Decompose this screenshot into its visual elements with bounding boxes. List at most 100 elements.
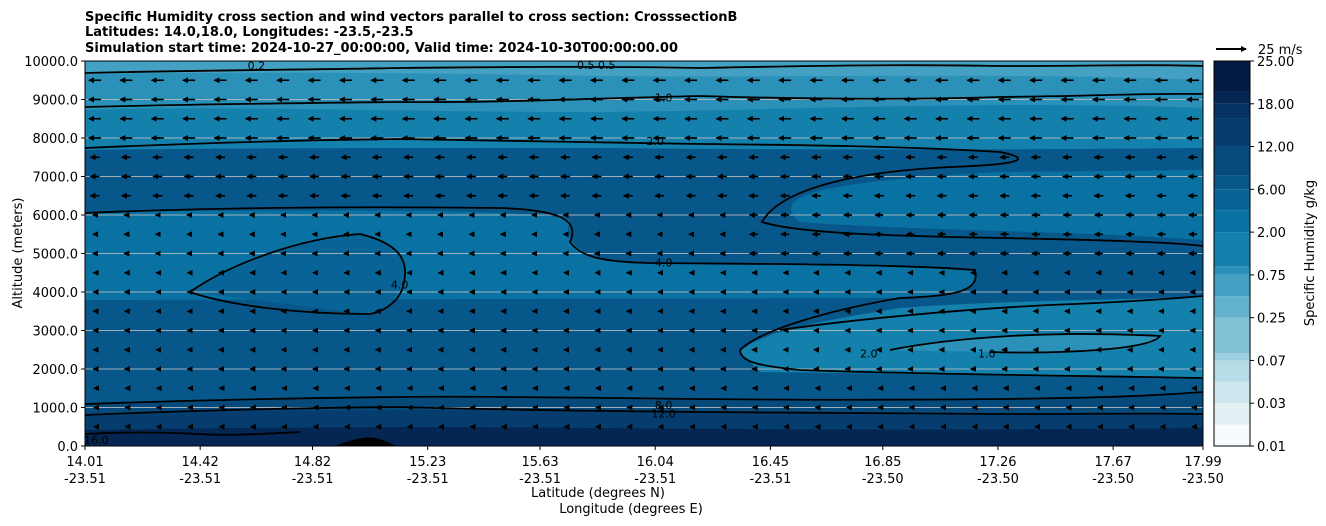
contour-label: 4.0: [655, 257, 673, 270]
colorbar-band: [1214, 403, 1250, 425]
x-tick-label-lat: 15.63: [521, 455, 558, 470]
x-tick-label-lat: 16.45: [752, 455, 789, 470]
colorbar-tick-label: 25.00: [1257, 55, 1294, 70]
x-tick-label-lon: -23.51: [407, 472, 449, 487]
x-axis-label-longitude: Longitude (degrees E): [559, 502, 703, 517]
humidity-fill: 0.2 0.5 0.51.02.04.04.08.012.02.0 1.016.0: [84, 59, 1203, 447]
x-tick-label-lon: -23.50: [1092, 472, 1134, 487]
colorbar-label: Specific Humidity g/kg: [1303, 180, 1318, 326]
y-tick-label: 10000.0: [24, 55, 78, 70]
x-tick-label-lon: -23.51: [64, 472, 106, 487]
colorbar-tick-label: 0.03: [1257, 397, 1286, 412]
contour-label: 16.0: [84, 434, 109, 447]
colorbar-band: [1214, 103, 1250, 119]
contour-label: 2.0: [860, 348, 878, 361]
contour-lines: [85, 64, 1203, 436]
contour-line-4-0-main: [85, 206, 1203, 379]
y-axis-label: Altitude (meters): [11, 198, 26, 309]
colorbar-band: [1214, 61, 1250, 92]
y-tick-label: 7000.0: [33, 171, 79, 186]
colorbar-band: [1214, 266, 1250, 275]
colorbar-tick-label: 12.00: [1257, 141, 1294, 156]
colorbar-band: [1214, 232, 1250, 267]
x-tick-label-lat: 17.26: [979, 455, 1016, 470]
x-tick-label-lon: -23.51: [634, 472, 676, 487]
x-tick-label-lon: -23.51: [519, 472, 561, 487]
x-tick-label-lat: 14.01: [66, 455, 103, 470]
x-tick-label-lat: 17.67: [1095, 455, 1132, 470]
x-tick-label-lat: 15.23: [409, 455, 446, 470]
colorbar-tick-label: 18.00: [1257, 98, 1294, 113]
contour-label: 1.0: [978, 348, 996, 361]
fill-right-pocket: [740, 296, 1203, 378]
colorbar-band: [1214, 210, 1250, 233]
y-tick-label: 6000.0: [33, 209, 79, 224]
y-tick-label: 9000.0: [33, 94, 79, 109]
colorbar-band: [1214, 317, 1250, 354]
x-tick-label-lon: -23.51: [749, 472, 791, 487]
chart-title-line-2: Latitudes: 14.0,18.0, Longitudes: -23.5,…: [85, 25, 414, 40]
x-tick-label-lat: 16.85: [864, 455, 901, 470]
x-tick-label-lon: -23.50: [862, 472, 904, 487]
colorbar-band: [1214, 91, 1250, 104]
colorbar-band: [1214, 175, 1250, 190]
wind-vectors: [88, 77, 1199, 430]
contour-line-0-2: [85, 64, 1203, 74]
x-axis-label-latitude: Latitude (degrees N): [531, 486, 665, 501]
x-tick-label-lat: 14.42: [182, 455, 219, 470]
colorbar-band: [1214, 118, 1250, 147]
contour-line-12-0: [85, 406, 1203, 416]
y-axis: 0.0 1000.0 2000.0 3000.0 4000.0 5000.0 6000.0 7…: [24, 55, 85, 455]
y-tick-label: 5000.0: [33, 248, 79, 263]
colorbar-tick-label: 2.00: [1257, 226, 1286, 241]
contour-label: 0.2: [248, 60, 266, 73]
colorbar-band: [1214, 381, 1250, 404]
x-tick-label-lat: 17.99: [1184, 455, 1221, 470]
wind-reference-label: 25 m/s: [1258, 43, 1303, 58]
x-tick-label-lon: -23.50: [977, 472, 1019, 487]
contour-line-right-upper: [779, 295, 1203, 331]
contour-label: 0.5 0.5: [577, 59, 615, 72]
fill-orography: [335, 437, 395, 446]
x-tick-label-lat: 14.82: [294, 455, 331, 470]
colorbar-band: [1214, 424, 1250, 446]
colorbar-tick-label: 0.07: [1257, 354, 1286, 369]
colorbar-tick-label: 6.00: [1257, 183, 1286, 198]
colorbar: 0.01 0.03 0.07 0.25 0.75 2.00 6.00 12.00 18.00 25…: [1213, 55, 1294, 455]
contour-line-16-0: [85, 431, 301, 436]
x-tick-label-lon: -23.51: [179, 472, 221, 487]
wind-reference: 25 m/s: [1216, 43, 1303, 58]
colorbar-tick-label: 0.75: [1257, 269, 1286, 284]
contour-line-8-0: [85, 391, 1203, 405]
y-tick-label: 4000.0: [33, 286, 79, 301]
contour-label: 4.0: [391, 278, 409, 291]
contour-label: 2.0: [646, 135, 664, 148]
fill-right-pocket-inner: [890, 333, 1160, 353]
contour-label: 1.0: [655, 92, 673, 105]
colorbar-band: [1214, 360, 1250, 382]
y-gridlines: [85, 99, 1203, 408]
colorbar-frame: [1213, 60, 1251, 447]
colorbar-band: [1214, 353, 1250, 361]
colorbar-band: [1214, 146, 1250, 176]
x-axis: 14.01 -23.51 14.42 -23.51 14.82 -23.51 15.23 -2…: [64, 446, 1224, 487]
colorbar-band: [1214, 296, 1250, 318]
contour-label: 12.0: [651, 407, 676, 420]
y-tick-label: 1000.0: [33, 402, 79, 417]
x-tick-label-lat: 16.04: [637, 455, 674, 470]
colorbar-tick-label: 0.25: [1257, 312, 1286, 327]
colorbar-tick-label: 0.01: [1257, 440, 1286, 455]
colorbar-band: [1214, 274, 1250, 297]
chart-title-line-3: Simulation start time: 2024-10-27_00:00:…: [85, 41, 678, 56]
contour-line-2-0: [85, 138, 1203, 247]
x-tick-label-lon: -23.50: [1182, 472, 1224, 487]
colorbar-band: [1214, 189, 1250, 211]
y-tick-label: 8000.0: [33, 132, 79, 147]
fill-upper-1: [85, 61, 1203, 240]
chart-title-line-1: Specific Humidity cross section and wind…: [85, 10, 737, 25]
x-tick-label-lon: -23.51: [292, 472, 334, 487]
y-tick-label: 0.0: [57, 440, 78, 455]
y-tick-label: 2000.0: [33, 363, 79, 378]
contour-line-1-0: [85, 92, 1203, 108]
